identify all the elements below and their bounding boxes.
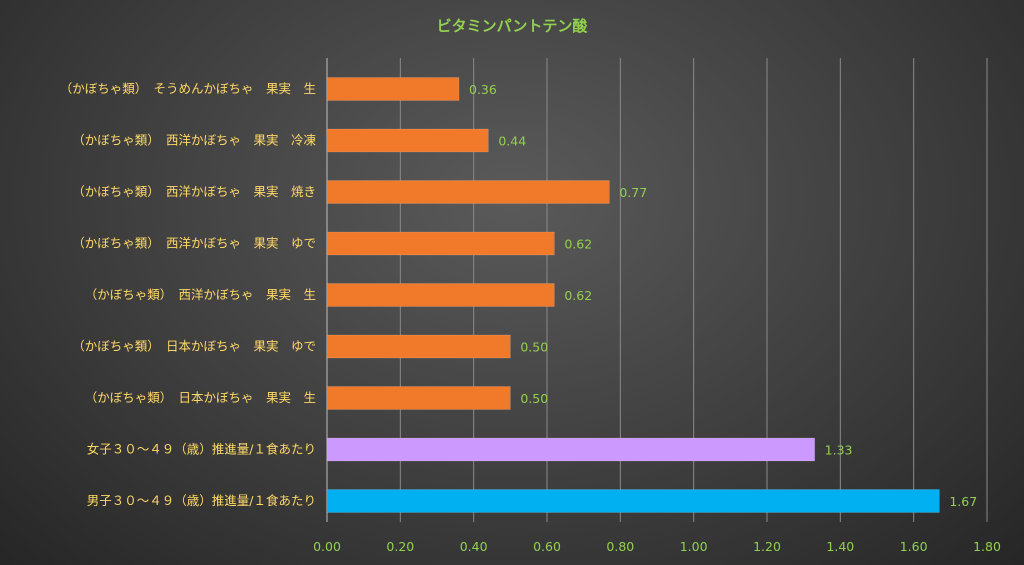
- category-label: （かぼちゃ類） 日本かぼちゃ 果実 ゆで: [72, 339, 316, 354]
- category-label: （かぼちゃ類） 西洋かぼちゃ 果実 焼き: [72, 184, 316, 199]
- category-labels: （かぼちゃ類） そうめんかぼちゃ 果実 生 （かぼちゃ類） 西洋かぼちゃ 果実 冷…: [60, 81, 317, 508]
- data-label: 1.33: [825, 443, 853, 458]
- x-tick-label: 1.20: [753, 539, 781, 554]
- data-label: 0.50: [520, 391, 548, 406]
- bar: [326, 283, 555, 307]
- data-label: 0.62: [564, 288, 592, 303]
- x-tick-label: 0.80: [606, 539, 634, 554]
- bar: [326, 128, 489, 153]
- bar: [326, 77, 460, 101]
- bar: [326, 437, 815, 462]
- x-tick-label: 0.40: [460, 539, 488, 554]
- bars: [326, 77, 940, 513]
- x-tick-label: 1.60: [900, 539, 928, 554]
- x-tick-label: 0.60: [533, 539, 561, 554]
- x-tick-label: 0.00: [313, 539, 341, 554]
- x-tick-label: 1.00: [680, 539, 708, 554]
- x-axis-tick-labels: 0.00 0.20 0.40 0.60 0.80 1.00 1.20 1.40 1.60 1.80: [313, 539, 1001, 554]
- bar: [326, 231, 555, 256]
- category-label: （かぼちゃ類） 日本かぼちゃ 果実 生: [85, 390, 316, 405]
- category-label: （かぼちゃ類） 西洋かぼちゃ 果実 生: [85, 287, 316, 302]
- x-tick-label: 0.20: [386, 539, 414, 554]
- data-label: 0.77: [619, 185, 647, 200]
- bar: [326, 334, 511, 359]
- x-tick-label: 1.80: [973, 539, 1001, 554]
- category-label: 女子３０～４９（歳）推進量/１食あたり: [87, 442, 316, 457]
- data-label: 1.67: [949, 494, 977, 509]
- data-label: 0.44: [498, 134, 526, 149]
- category-label: （かぼちゃ類） そうめんかぼちゃ 果実 生: [60, 81, 316, 96]
- chart-title: ビタミンパントテン酸: [437, 17, 589, 35]
- data-label: 0.36: [469, 82, 497, 97]
- x-tick-label: 1.40: [826, 539, 854, 554]
- category-label: （かぼちゃ類） 西洋かぼちゃ 果実 ゆで: [72, 236, 316, 251]
- data-label: 0.50: [520, 340, 548, 355]
- category-label: （かぼちゃ類） 西洋かぼちゃ 果実 冷凍: [72, 133, 316, 148]
- data-labels: 0.36 0.44 0.77 0.62 0.62 0.50 0.50 1.33 1.67: [469, 82, 977, 509]
- bar: [326, 386, 511, 410]
- data-label: 0.62: [564, 237, 592, 252]
- bar: [326, 489, 940, 513]
- category-label: 男子３０～４９（歳）推進量/１食あたり: [87, 493, 316, 508]
- bar: [326, 180, 610, 204]
